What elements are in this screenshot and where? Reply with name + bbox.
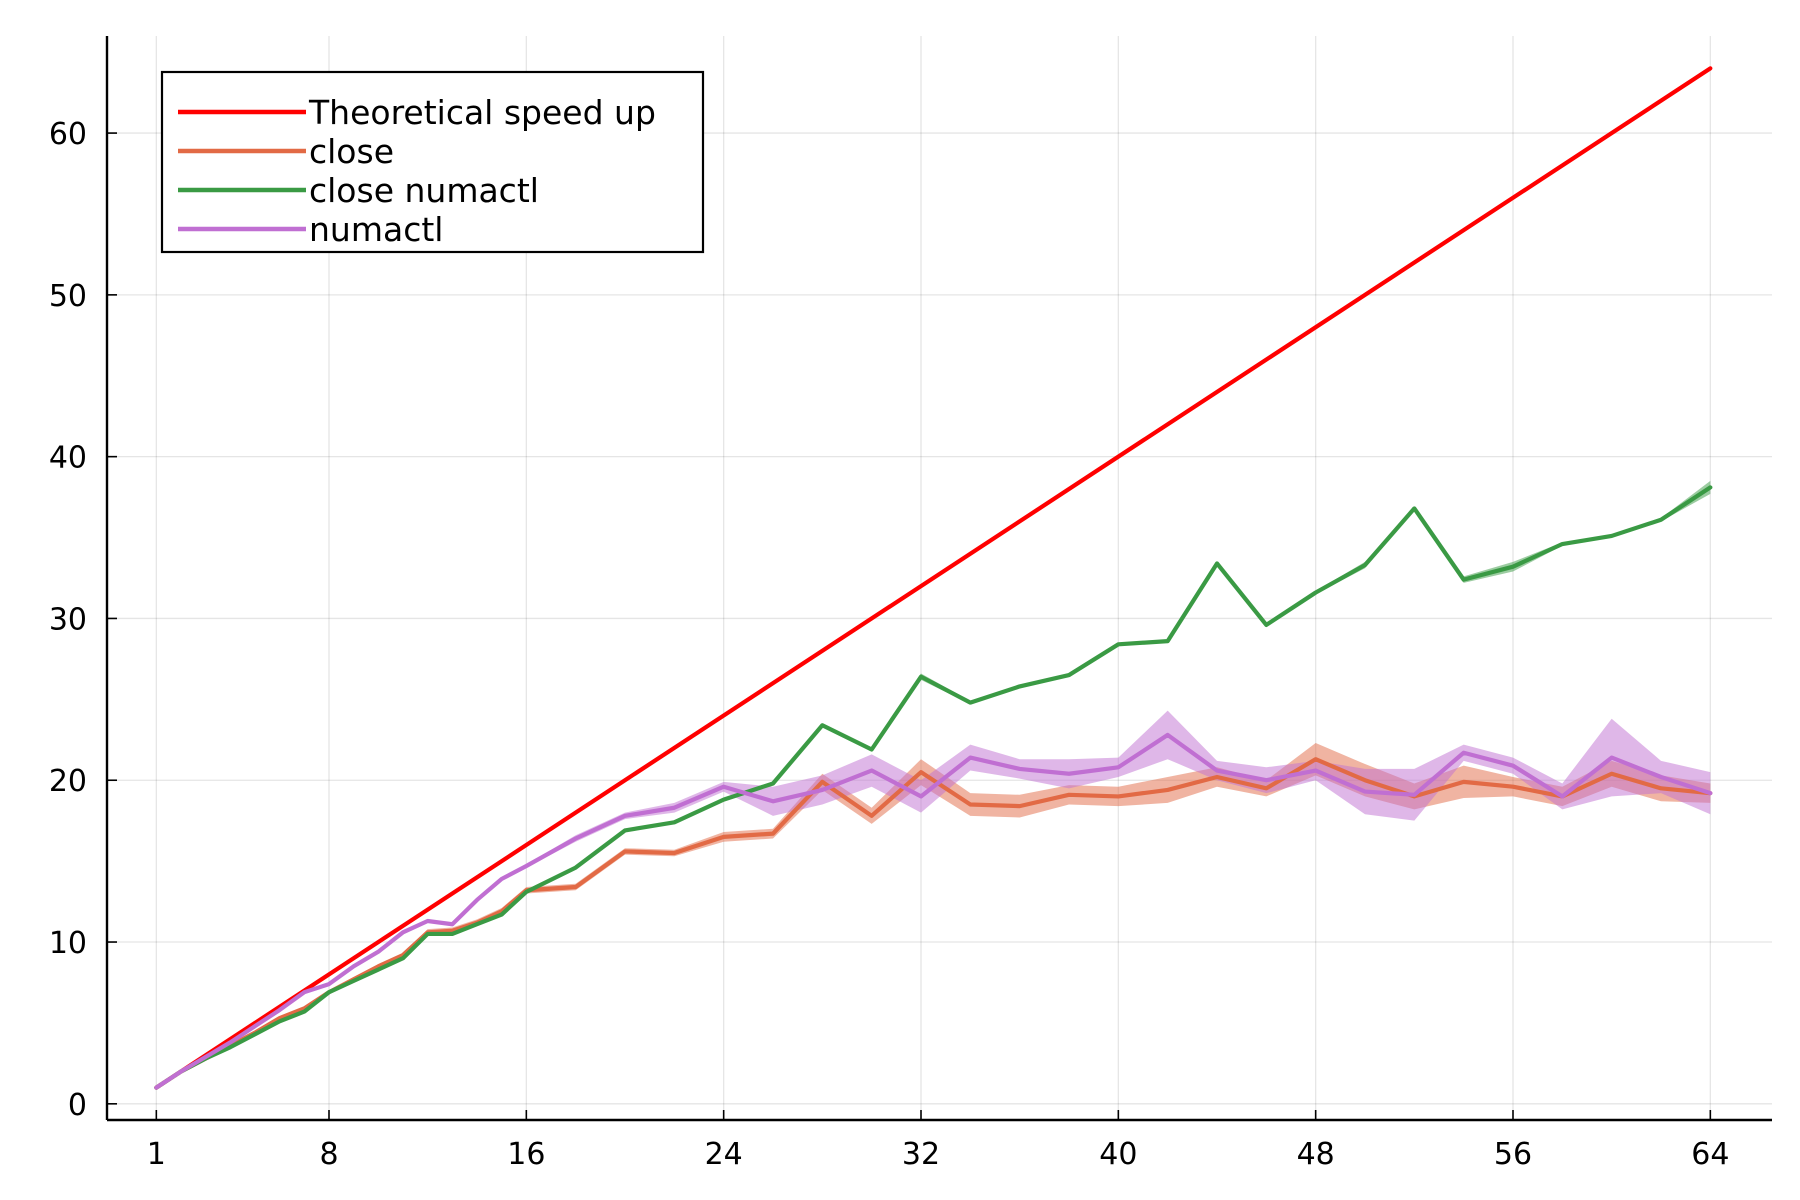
series-line-close-numactl (154, 485, 1713, 1090)
y-tick-label: 0 (68, 1088, 87, 1123)
y-tick-label: 20 (49, 764, 87, 799)
legend-label-numactl: numactl (309, 210, 443, 249)
axes: 1 8 16 24 32 40 48 56 64 0 10 20 30 40 50 60 (49, 36, 1772, 1172)
y-tick-label: 30 (49, 602, 87, 637)
legend-label-theoretical-speed-up: Theoretical speed up (308, 93, 656, 132)
x-tick-label: 24 (705, 1137, 743, 1172)
y-tick-label: 40 (49, 441, 87, 476)
x-tick-label: 40 (1099, 1137, 1137, 1172)
legend-box (160, 70, 705, 254)
legend-label-close: close (309, 132, 394, 171)
x-tick-label: 16 (507, 1137, 545, 1172)
x-tick-label: 48 (1297, 1137, 1335, 1172)
x-tick-label: 64 (1691, 1137, 1729, 1172)
x-tick-label: 1 (147, 1137, 166, 1172)
x-tick-label: 32 (902, 1137, 940, 1172)
series-line-theoretical-speed-up (154, 66, 1713, 1090)
series-lines (154, 66, 1713, 1090)
legend-label-close-numactl: close numactl (309, 171, 539, 210)
x-tick-label: 56 (1494, 1137, 1532, 1172)
y-tick-label: 50 (49, 279, 87, 314)
y-tick-label: 60 (49, 117, 87, 152)
y-tick-label: 10 (49, 926, 87, 961)
series-line-numactl (154, 732, 1713, 1090)
x-tick-label: 8 (319, 1137, 338, 1172)
